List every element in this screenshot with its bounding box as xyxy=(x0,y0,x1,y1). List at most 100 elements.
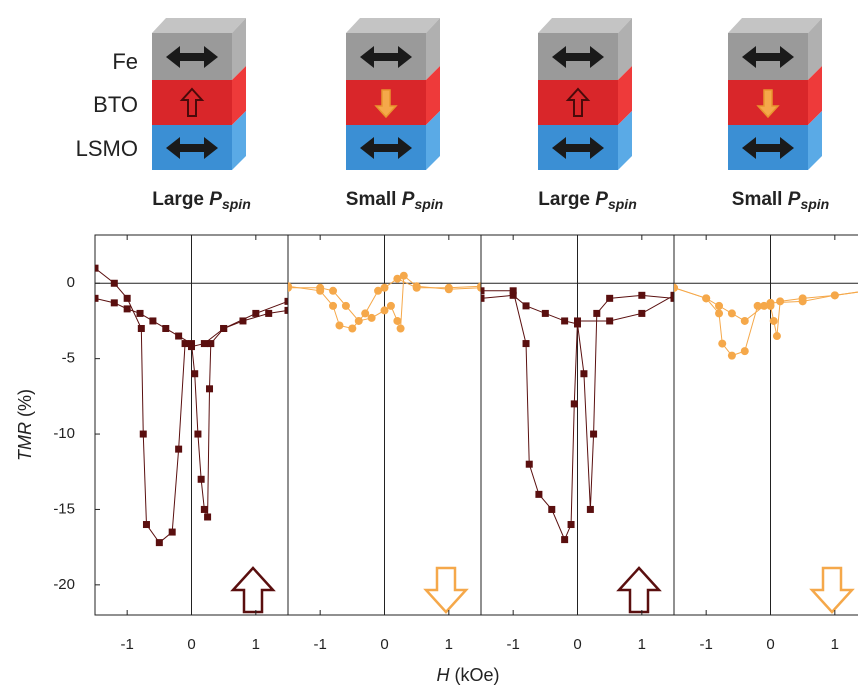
data-point xyxy=(525,460,533,468)
y-axis-label: TMR (%) xyxy=(15,389,35,461)
data-point xyxy=(769,316,778,325)
data-point xyxy=(766,298,775,307)
data-point xyxy=(361,309,370,318)
x-tick-label: 1 xyxy=(252,636,260,653)
data-point xyxy=(702,294,711,303)
data-point xyxy=(509,291,517,299)
data-point xyxy=(561,317,569,325)
data-point xyxy=(206,385,214,393)
data-point xyxy=(284,297,288,305)
data-point xyxy=(570,400,578,408)
panel-caption: Small Pspin xyxy=(346,189,443,212)
data-point xyxy=(188,343,195,351)
y-tick-label: -10 xyxy=(53,425,75,442)
x-tick-label: 1 xyxy=(638,636,646,653)
data-point xyxy=(191,370,199,378)
data-point xyxy=(674,283,678,292)
data-point xyxy=(142,521,150,529)
data-point xyxy=(727,309,736,318)
data-point xyxy=(197,475,205,483)
x-axis-symbol: H xyxy=(436,665,450,685)
data-point xyxy=(139,430,147,438)
data-point xyxy=(638,291,646,299)
x-tick-label: -1 xyxy=(120,636,133,653)
data-point xyxy=(715,301,724,310)
data-point xyxy=(162,324,170,332)
data-point xyxy=(548,505,556,513)
plot-area xyxy=(288,271,481,333)
data-point xyxy=(175,332,183,340)
data-point xyxy=(288,282,292,291)
data-point xyxy=(444,283,453,292)
y-axis-unit: (%) xyxy=(15,389,35,417)
data-point xyxy=(252,309,260,317)
data-point xyxy=(341,301,350,310)
data-point xyxy=(481,287,485,295)
y-tick-label: -15 xyxy=(53,500,75,517)
x-axis-label: H (kOe) xyxy=(436,665,499,685)
data-point xyxy=(284,306,288,314)
data-point xyxy=(194,430,202,438)
cube-illustrations xyxy=(152,18,822,170)
layer-label: BTO xyxy=(93,92,138,117)
data-point xyxy=(265,309,273,317)
caption-symbol: P xyxy=(402,189,415,210)
data-point xyxy=(374,286,383,295)
data-point xyxy=(137,324,145,332)
data-point xyxy=(753,301,762,310)
data-point xyxy=(574,317,581,325)
data-point xyxy=(477,282,481,291)
x-tick-label: 1 xyxy=(445,636,453,653)
data-point xyxy=(509,287,517,295)
data-point xyxy=(396,324,405,333)
data-point xyxy=(580,370,588,378)
x-tick-label: 0 xyxy=(766,636,774,653)
data-point xyxy=(535,490,543,498)
data-point xyxy=(380,306,389,315)
data-point xyxy=(168,528,176,536)
panel-frame xyxy=(673,234,858,616)
data-point xyxy=(798,297,807,306)
data-point xyxy=(412,283,421,292)
plot-area xyxy=(95,264,288,547)
x-tick-label: -1 xyxy=(699,636,712,653)
series-line xyxy=(674,287,858,337)
data-point xyxy=(776,297,785,306)
panel-arrows xyxy=(231,566,854,614)
data-point xyxy=(155,539,163,547)
data-point xyxy=(740,347,749,356)
data-point xyxy=(329,301,338,310)
data-point xyxy=(772,332,781,341)
panel-caption: Small Pspin xyxy=(732,189,829,212)
caption-symbol: P xyxy=(788,189,801,210)
data-point xyxy=(367,313,376,322)
x-tick-label: -1 xyxy=(313,636,326,653)
plot-area xyxy=(481,287,674,544)
y-axis-symbol: TMR xyxy=(15,422,35,461)
y-tick-label: -5 xyxy=(62,350,75,367)
data-point xyxy=(335,321,344,330)
data-point xyxy=(200,505,208,513)
data-point xyxy=(329,286,338,295)
data-point xyxy=(386,301,395,310)
panel-caption: Large Pspin xyxy=(538,189,637,212)
caption-word: Small xyxy=(732,189,783,210)
series-line xyxy=(674,287,858,357)
data-point xyxy=(181,340,189,348)
data-point xyxy=(522,302,530,310)
data-point xyxy=(590,430,598,438)
plot-area xyxy=(674,283,858,360)
x-axis-unit: (kOe) xyxy=(455,665,500,685)
x-tick-label: -1 xyxy=(506,636,519,653)
caption-subscript: spin xyxy=(800,196,829,212)
data-point xyxy=(541,309,549,317)
data-point xyxy=(393,316,402,325)
caption-subscript: spin xyxy=(414,196,443,212)
data-point xyxy=(399,271,408,280)
data-point xyxy=(561,536,569,544)
panel-caption: Large Pspin xyxy=(152,189,251,212)
data-point xyxy=(670,291,674,299)
caption-symbol: P xyxy=(595,189,608,210)
data-point xyxy=(638,309,646,317)
